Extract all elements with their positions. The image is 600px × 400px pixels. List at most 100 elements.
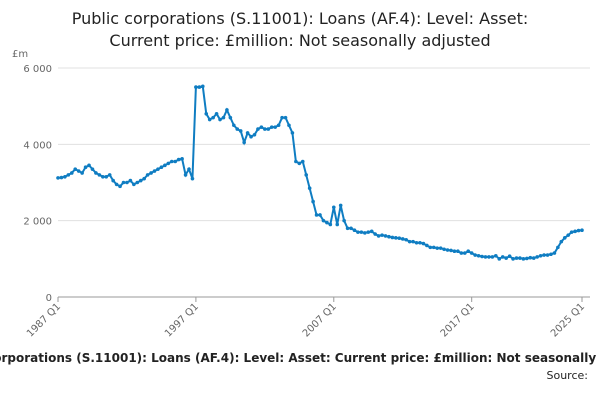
point <box>245 131 250 135</box>
point <box>218 117 222 122</box>
point <box>497 257 502 261</box>
x-tick-label: 2007 Q1 <box>301 301 339 339</box>
point <box>452 249 457 253</box>
y-tick-label: 2 000 <box>23 217 52 228</box>
point <box>425 243 429 248</box>
point <box>152 169 157 173</box>
point <box>390 235 395 240</box>
point <box>294 159 298 164</box>
point <box>242 140 246 145</box>
point <box>383 234 388 238</box>
point <box>194 85 198 89</box>
point <box>94 171 98 175</box>
point <box>397 236 402 241</box>
point <box>297 161 302 166</box>
point <box>63 174 67 179</box>
point <box>356 230 360 234</box>
point <box>476 253 481 258</box>
point <box>535 255 539 259</box>
point <box>466 249 471 253</box>
point <box>56 176 60 180</box>
point <box>259 125 264 129</box>
point <box>214 112 219 116</box>
point <box>569 230 574 234</box>
point <box>414 241 419 245</box>
point <box>400 237 405 241</box>
point <box>280 115 284 120</box>
x-tick-label: 1987 Q1 <box>25 301 63 339</box>
point <box>456 249 460 253</box>
point <box>518 256 522 260</box>
point <box>566 233 571 237</box>
point <box>545 253 550 257</box>
point <box>238 129 243 133</box>
point <box>542 253 546 257</box>
point <box>314 213 319 217</box>
point <box>311 199 315 204</box>
point <box>107 173 112 177</box>
point <box>111 178 115 183</box>
point <box>87 163 91 168</box>
point <box>176 157 181 162</box>
source: Source: <box>547 369 589 382</box>
point <box>473 253 477 257</box>
point <box>483 255 488 259</box>
point <box>121 180 126 185</box>
y-unit: £m <box>12 49 28 60</box>
point <box>325 220 329 225</box>
point <box>249 134 253 139</box>
point <box>431 245 436 250</box>
point <box>287 123 291 128</box>
point <box>331 205 336 210</box>
point <box>528 255 533 260</box>
point <box>252 132 257 137</box>
point <box>345 226 350 231</box>
point <box>359 230 364 234</box>
y-tick-label: 0 <box>46 293 52 304</box>
point <box>576 228 581 233</box>
point <box>266 127 271 131</box>
point <box>273 125 277 129</box>
point <box>404 237 408 242</box>
chart-title: Current price: £million: Not seasonally … <box>109 31 490 50</box>
point <box>318 213 322 217</box>
point <box>559 239 564 244</box>
point <box>573 229 577 234</box>
point <box>225 108 229 112</box>
point <box>128 178 133 183</box>
point <box>200 84 205 89</box>
point <box>166 161 171 166</box>
point <box>552 251 557 255</box>
point <box>349 226 353 231</box>
point <box>507 254 512 258</box>
y-tick-label: 6 000 <box>23 64 52 75</box>
point <box>380 233 384 237</box>
point <box>207 117 212 122</box>
point <box>525 256 529 261</box>
point <box>149 171 153 175</box>
point <box>232 123 236 128</box>
point <box>462 251 467 255</box>
series-line <box>57 85 583 261</box>
point <box>263 127 267 131</box>
point <box>73 167 78 171</box>
point <box>76 169 81 173</box>
x-tick-label: 1997 Q1 <box>163 301 201 339</box>
point <box>183 173 188 177</box>
point <box>387 234 391 239</box>
point <box>352 228 357 233</box>
x-tick-label: 2017 Q1 <box>439 301 477 339</box>
point <box>142 176 146 181</box>
point <box>500 255 505 259</box>
point <box>428 245 433 250</box>
point <box>118 184 122 189</box>
point <box>321 218 326 223</box>
point <box>514 256 519 260</box>
point <box>562 236 567 240</box>
point <box>442 247 446 252</box>
point <box>90 167 95 171</box>
point <box>269 125 274 129</box>
point <box>376 234 381 238</box>
point <box>490 255 495 259</box>
